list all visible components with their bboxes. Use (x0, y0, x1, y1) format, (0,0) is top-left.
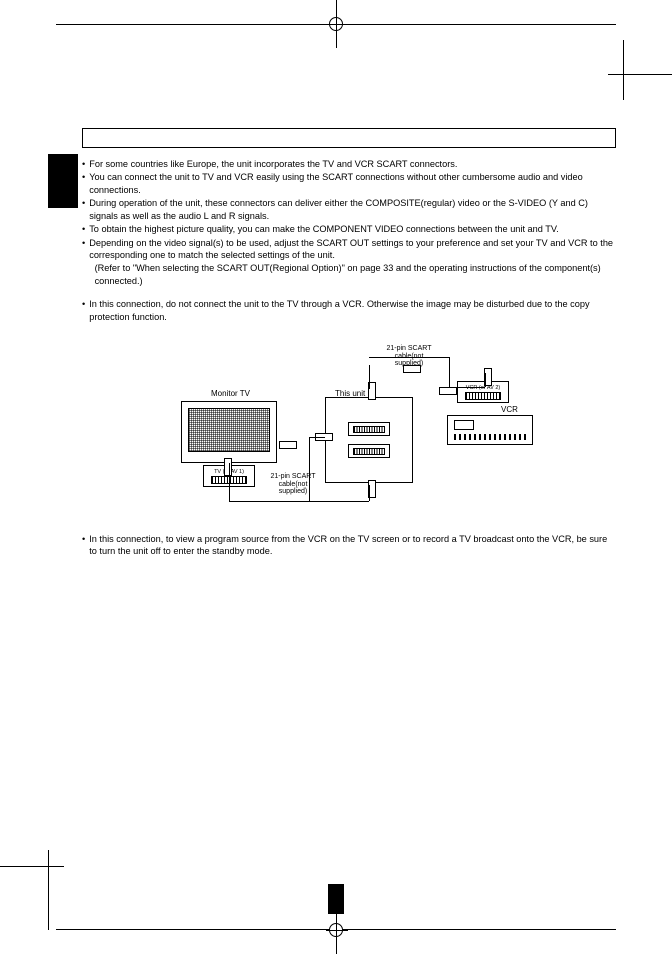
cable-wire (449, 387, 485, 388)
crop-mark (608, 74, 672, 75)
this-unit-icon (325, 397, 413, 483)
connection-diagram: Monitor TV This unit VCR TV (or AV 1) 21… (159, 337, 539, 517)
cable-note-line2: cable(not supplied) (265, 481, 321, 496)
cable-wire (449, 357, 450, 387)
bullet-text: In this connection, to view a program so… (89, 533, 616, 558)
bullet-text: Depending on the video signal(s) to be u… (89, 237, 616, 262)
bullet-icon: • (82, 171, 85, 196)
cable-wire (229, 501, 369, 502)
section-tab (48, 154, 78, 208)
bullet-text: To obtain the highest picture quality, y… (89, 223, 616, 235)
bullet-text: You can connect the unit to TV and VCR e… (89, 171, 616, 196)
bullet-text: For some countries like Europe, the unit… (89, 158, 616, 170)
cable-wire (369, 357, 449, 358)
crop-mark (0, 866, 64, 867)
bullet-list-top: • For some countries like Europe, the uni… (82, 158, 616, 323)
bullet-icon: • (82, 223, 85, 235)
cable-wire (369, 485, 370, 501)
bullet-icon: • (82, 298, 85, 323)
vcr-scart-badge: VCR (or AV 2) (457, 381, 509, 403)
cable-wire (309, 437, 310, 501)
scart-pins-icon (465, 392, 501, 400)
scart-port-icon (348, 444, 390, 458)
cable-note-bottom: 21-pin SCART cable(not supplied) (265, 473, 321, 496)
cable-connector-icon (439, 387, 457, 395)
crop-mark (623, 40, 624, 100)
page-content: • For some countries like Europe, the uni… (82, 128, 616, 559)
registration-mark-icon (329, 17, 343, 31)
label-vcr: VCR (501, 405, 518, 414)
vcr-icon (447, 415, 533, 445)
cable-connector-icon (224, 458, 232, 476)
crop-mark (48, 850, 49, 930)
bullet-spacer (82, 262, 85, 287)
page-number-tab (328, 884, 344, 914)
scart-port-icon (348, 422, 390, 436)
cable-wire (229, 463, 230, 501)
label-monitor-tv: Monitor TV (211, 389, 250, 398)
heading-box (82, 128, 616, 148)
bullet-list-bottom: •In this connection, to view a program s… (82, 533, 616, 558)
registration-mark-icon (329, 923, 343, 937)
bullet-icon: • (82, 237, 85, 262)
cable-wire (369, 365, 370, 389)
bullet-text: During operation of the unit, these conn… (89, 197, 616, 222)
tv-screen-icon (188, 408, 270, 452)
bullet-text: In this connection, do not connect the u… (89, 298, 616, 323)
refer-text: (Refer to "When selecting the SCART OUT(… (89, 262, 616, 287)
bullet-icon: • (82, 158, 85, 170)
bullet-icon: • (82, 533, 85, 558)
cable-connector-icon (403, 365, 421, 373)
cable-note-line1: 21-pin SCART (381, 345, 437, 353)
monitor-tv-icon (181, 401, 277, 463)
cable-wire (485, 373, 486, 387)
bullet-icon: • (82, 197, 85, 222)
cable-note-line1: 21-pin SCART (265, 473, 321, 481)
cable-wire (309, 437, 325, 438)
cable-connector-icon (279, 441, 297, 449)
